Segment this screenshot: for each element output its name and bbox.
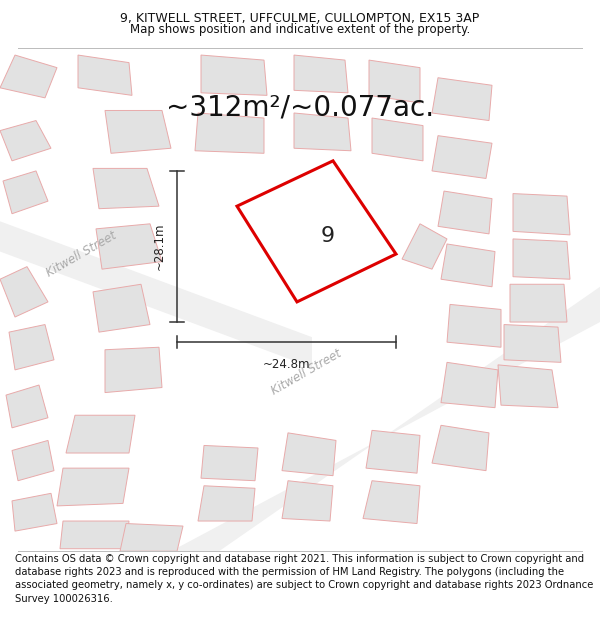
Polygon shape [96, 224, 162, 269]
Polygon shape [432, 136, 492, 179]
Polygon shape [438, 191, 492, 234]
Text: 9, KITWELL STREET, UFFCULME, CULLOMPTON, EX15 3AP: 9, KITWELL STREET, UFFCULME, CULLOMPTON,… [121, 12, 479, 25]
Polygon shape [105, 111, 171, 153]
Polygon shape [282, 481, 333, 521]
Polygon shape [294, 113, 351, 151]
Polygon shape [60, 521, 129, 549]
Polygon shape [66, 415, 135, 453]
Polygon shape [0, 267, 48, 317]
Polygon shape [366, 431, 420, 473]
Polygon shape [432, 425, 489, 471]
Polygon shape [447, 304, 501, 348]
Polygon shape [78, 55, 132, 96]
Polygon shape [441, 244, 495, 287]
Polygon shape [498, 365, 558, 408]
Polygon shape [0, 55, 57, 98]
Polygon shape [198, 486, 255, 521]
Polygon shape [0, 121, 51, 161]
Text: Kitwell Street: Kitwell Street [44, 229, 118, 279]
Polygon shape [12, 441, 54, 481]
Polygon shape [369, 60, 420, 103]
Polygon shape [372, 118, 423, 161]
Polygon shape [294, 55, 348, 93]
Polygon shape [237, 161, 396, 302]
Polygon shape [201, 55, 267, 96]
Text: ~312m²/~0.077ac.: ~312m²/~0.077ac. [166, 94, 434, 122]
Polygon shape [513, 239, 570, 279]
Polygon shape [402, 224, 447, 269]
Polygon shape [93, 168, 159, 209]
Text: ~24.8m: ~24.8m [263, 358, 310, 371]
Polygon shape [93, 284, 150, 332]
Text: 9: 9 [320, 226, 335, 246]
Polygon shape [282, 433, 336, 476]
Polygon shape [510, 284, 567, 322]
Polygon shape [0, 221, 312, 368]
Polygon shape [201, 446, 258, 481]
Polygon shape [171, 287, 600, 551]
Polygon shape [105, 348, 162, 392]
Polygon shape [6, 385, 48, 428]
Polygon shape [195, 113, 264, 153]
Text: ~28.1m: ~28.1m [153, 222, 166, 270]
Polygon shape [3, 171, 48, 214]
Polygon shape [363, 481, 420, 524]
Polygon shape [441, 362, 498, 408]
Polygon shape [120, 524, 183, 551]
Text: Kitwell Street: Kitwell Street [269, 347, 343, 398]
Polygon shape [57, 468, 129, 506]
Polygon shape [12, 493, 57, 531]
Polygon shape [432, 78, 492, 121]
Polygon shape [9, 324, 54, 370]
Polygon shape [504, 324, 561, 362]
Text: Contains OS data © Crown copyright and database right 2021. This information is : Contains OS data © Crown copyright and d… [15, 554, 593, 604]
Text: Map shows position and indicative extent of the property.: Map shows position and indicative extent… [130, 22, 470, 36]
Polygon shape [513, 194, 570, 235]
